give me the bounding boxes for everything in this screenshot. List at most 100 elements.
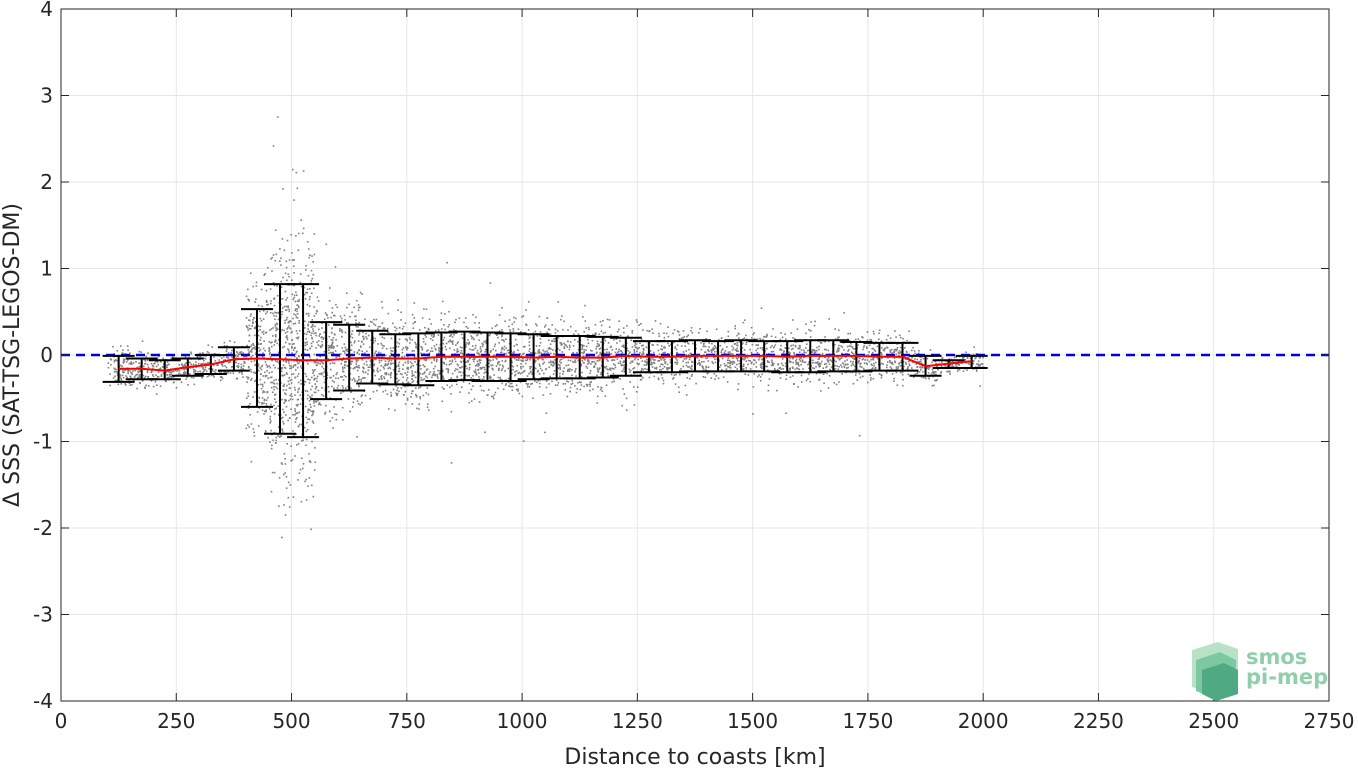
scatter-point [390,359,393,362]
scatter-point [895,349,897,352]
scatter-point [315,401,318,403]
scatter-point [155,365,158,368]
scatter-point [285,372,288,374]
scatter-point [257,363,260,365]
scatter-point [258,425,260,427]
scatter-point [872,347,874,350]
scatter-point [259,339,262,341]
scatter-point [376,389,378,392]
scatter-point [190,363,192,365]
scatter-point [349,410,351,413]
scatter-point [412,327,415,329]
scatter-point [680,337,683,340]
scatter-point [582,361,585,364]
scatter-point [259,317,262,320]
scatter-point [379,352,382,354]
scatter-point [816,346,818,349]
scatter-point [854,365,856,368]
scatter-point [271,444,273,447]
scatter-point [823,363,826,365]
scatter-point [585,327,587,329]
scatter-point [427,327,430,330]
scatter-point [394,326,396,328]
scatter-point [604,348,606,351]
scatter-point [355,361,358,363]
scatter-point [828,375,831,377]
scatter-point [313,233,316,235]
scatter-point [346,322,348,324]
scatter-point [236,365,238,367]
scatter-point [797,386,799,388]
scatter-point [815,372,818,375]
scatter-point [284,458,286,460]
scatter-point [544,351,547,353]
scatter-point [265,363,268,366]
scatter-point [586,383,589,386]
scatter-point [107,366,110,369]
scatter-point [783,350,785,353]
scatter-point [306,349,309,351]
scatter-point [789,368,791,370]
scatter-point [650,357,652,360]
scatter-point [313,315,316,317]
scatter-point [975,363,978,365]
scatter-point [896,347,899,349]
scatter-point [714,358,716,361]
scatter-point [430,350,432,352]
scatter-point [405,379,408,382]
scatter-point [311,394,313,397]
scatter-point [658,353,661,355]
scatter-point [328,300,331,302]
scatter-point [265,431,267,433]
scatter-point [927,372,930,374]
scatter-point [380,359,383,362]
scatter-point [634,357,637,359]
scatter-point [339,315,342,318]
scatter-point [811,351,813,353]
scatter-point [496,358,498,360]
scatter-point [569,390,571,393]
scatter-point [629,371,631,373]
scatter-point [332,345,334,347]
scatter-point [785,338,787,341]
scatter-point [683,335,686,338]
scatter-point [254,353,257,356]
scatter-point [815,366,817,368]
scatter-point [252,396,254,398]
scatter-point [343,314,346,317]
scatter-point [397,345,400,348]
scatter-point [366,350,368,353]
scatter-point [382,390,385,393]
scatter-point [283,374,286,376]
scatter-point [580,381,582,384]
scatter-point [744,353,746,356]
scatter-point [310,406,312,408]
scatter-point [140,351,142,353]
scatter-point [456,368,459,371]
scatter-point [552,362,554,364]
scatter-point [168,363,170,366]
scatter-point [267,396,269,399]
scatter-point [481,367,483,369]
scatter-point [371,321,373,323]
scatter-point [293,294,296,297]
scatter-point [157,371,160,373]
scatter-point [820,363,822,365]
scatter-point [688,348,690,351]
scatter-point [221,365,224,367]
scatter-point [268,408,271,410]
scatter-point [237,365,240,368]
scatter-point [892,363,894,365]
scatter-point [666,363,669,366]
scatter-point [406,377,409,379]
scatter-point [261,364,264,367]
scatter-point [298,355,300,357]
scatter-point [128,382,131,384]
scatter-point [825,363,827,365]
scatter-point [342,419,344,421]
scatter-point [583,345,585,347]
scatter-point [218,359,220,361]
scatter-point [148,385,150,387]
scatter-point [307,274,310,277]
scatter-point [941,361,943,363]
